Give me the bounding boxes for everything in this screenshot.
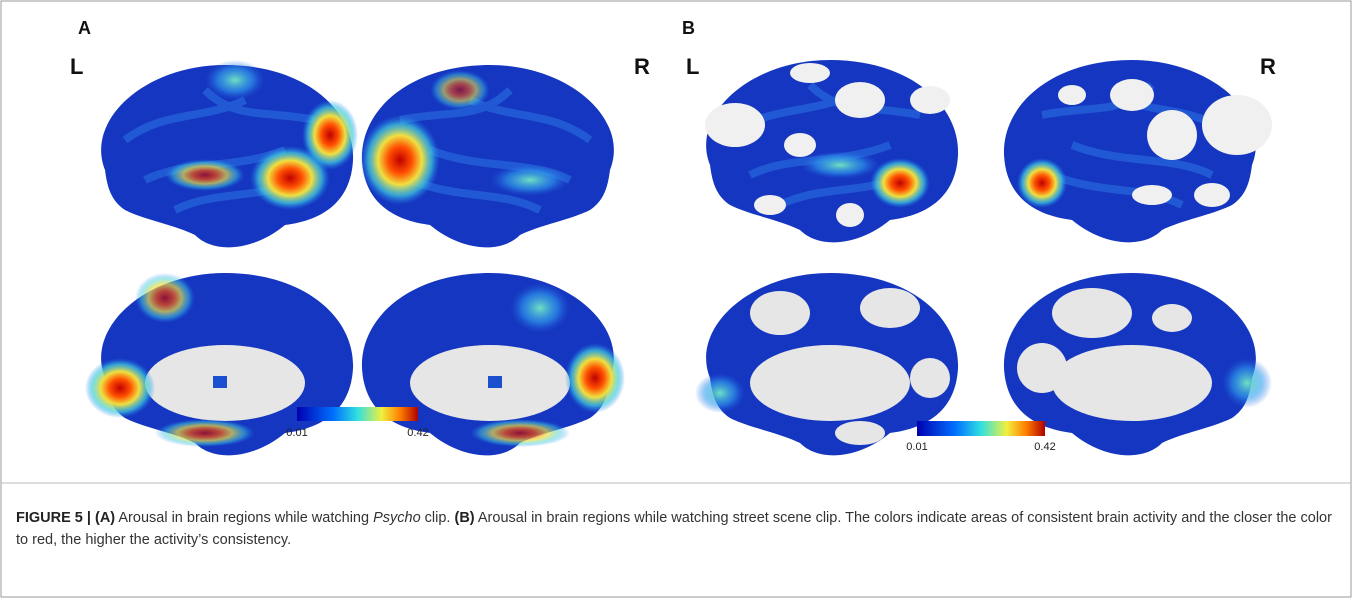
caption-text: Arousal in brain regions while watching bbox=[118, 510, 369, 526]
brain-b-lat-left bbox=[705, 60, 958, 242]
brain-b-lat-right bbox=[1004, 60, 1272, 242]
caption-text: clip. bbox=[425, 510, 451, 526]
colorbar-max: 0.42 bbox=[1034, 441, 1055, 453]
brain-a-lat-right bbox=[360, 65, 614, 247]
hemisphere-label: L bbox=[686, 54, 699, 79]
figure-number: FIGURE 5 | bbox=[16, 510, 91, 526]
colorbar-min: 0.01 bbox=[906, 441, 927, 453]
figure: A L R 0.01 0.42 B L R 0.01 0.42 FIGURE 5… bbox=[0, 0, 1352, 598]
brain-a-med-left bbox=[85, 273, 353, 455]
caption-italic: Psycho bbox=[373, 510, 421, 526]
colorbar-max: 0.42 bbox=[407, 427, 428, 439]
caption: FIGURE 5 | (A) Arousal in brain regions … bbox=[16, 507, 1336, 551]
panel-label: B bbox=[682, 18, 695, 38]
brain-a-lat-left bbox=[101, 60, 358, 247]
hemisphere-label: L bbox=[70, 54, 83, 79]
colorbar bbox=[917, 421, 1045, 436]
hemisphere-label: R bbox=[1260, 54, 1276, 79]
caption-label: (A) bbox=[95, 510, 115, 526]
brain-a-med-right bbox=[362, 273, 625, 455]
colorbar-min: 0.01 bbox=[286, 427, 307, 439]
hemisphere-label: R bbox=[634, 54, 650, 79]
panel-label: A bbox=[78, 18, 91, 38]
colorbar bbox=[297, 407, 418, 421]
caption-label: (B) bbox=[455, 510, 475, 526]
